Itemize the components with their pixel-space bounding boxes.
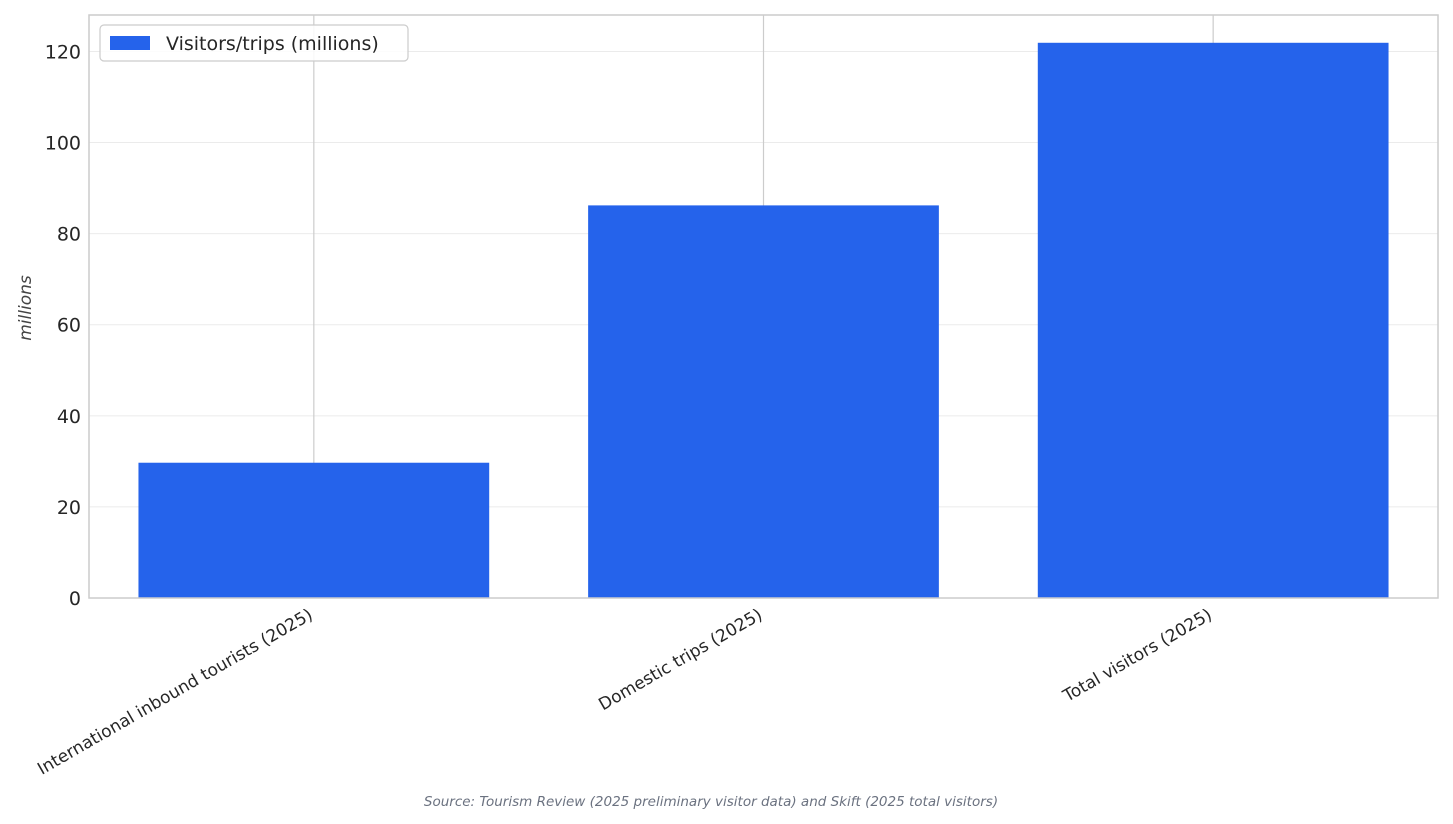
legend-swatch <box>110 36 150 50</box>
y-tick-label: 60 <box>57 315 81 337</box>
y-axis-ticks: 0 20 40 60 80 100 120 <box>45 41 81 610</box>
y-tick-label: 20 <box>57 497 81 519</box>
bar <box>138 462 490 598</box>
y-tick-label: 120 <box>45 41 81 63</box>
source-note: Source: Tourism Review (2025 preliminary… <box>424 794 998 810</box>
y-axis-label: millions <box>16 275 36 341</box>
bar <box>1037 42 1389 599</box>
y-tick-label: 40 <box>57 406 81 428</box>
legend-frame <box>99 24 409 62</box>
plot-frame <box>88 14 1439 599</box>
y-tick-label: 100 <box>45 133 81 155</box>
bars <box>138 42 1389 599</box>
y-tick-label: 80 <box>57 224 81 246</box>
y-tick-label: 0 <box>69 588 81 610</box>
legend: Visitors/trips (millions) <box>99 24 409 62</box>
legend-label: Visitors/trips (millions) <box>166 33 379 55</box>
bar <box>588 205 939 599</box>
